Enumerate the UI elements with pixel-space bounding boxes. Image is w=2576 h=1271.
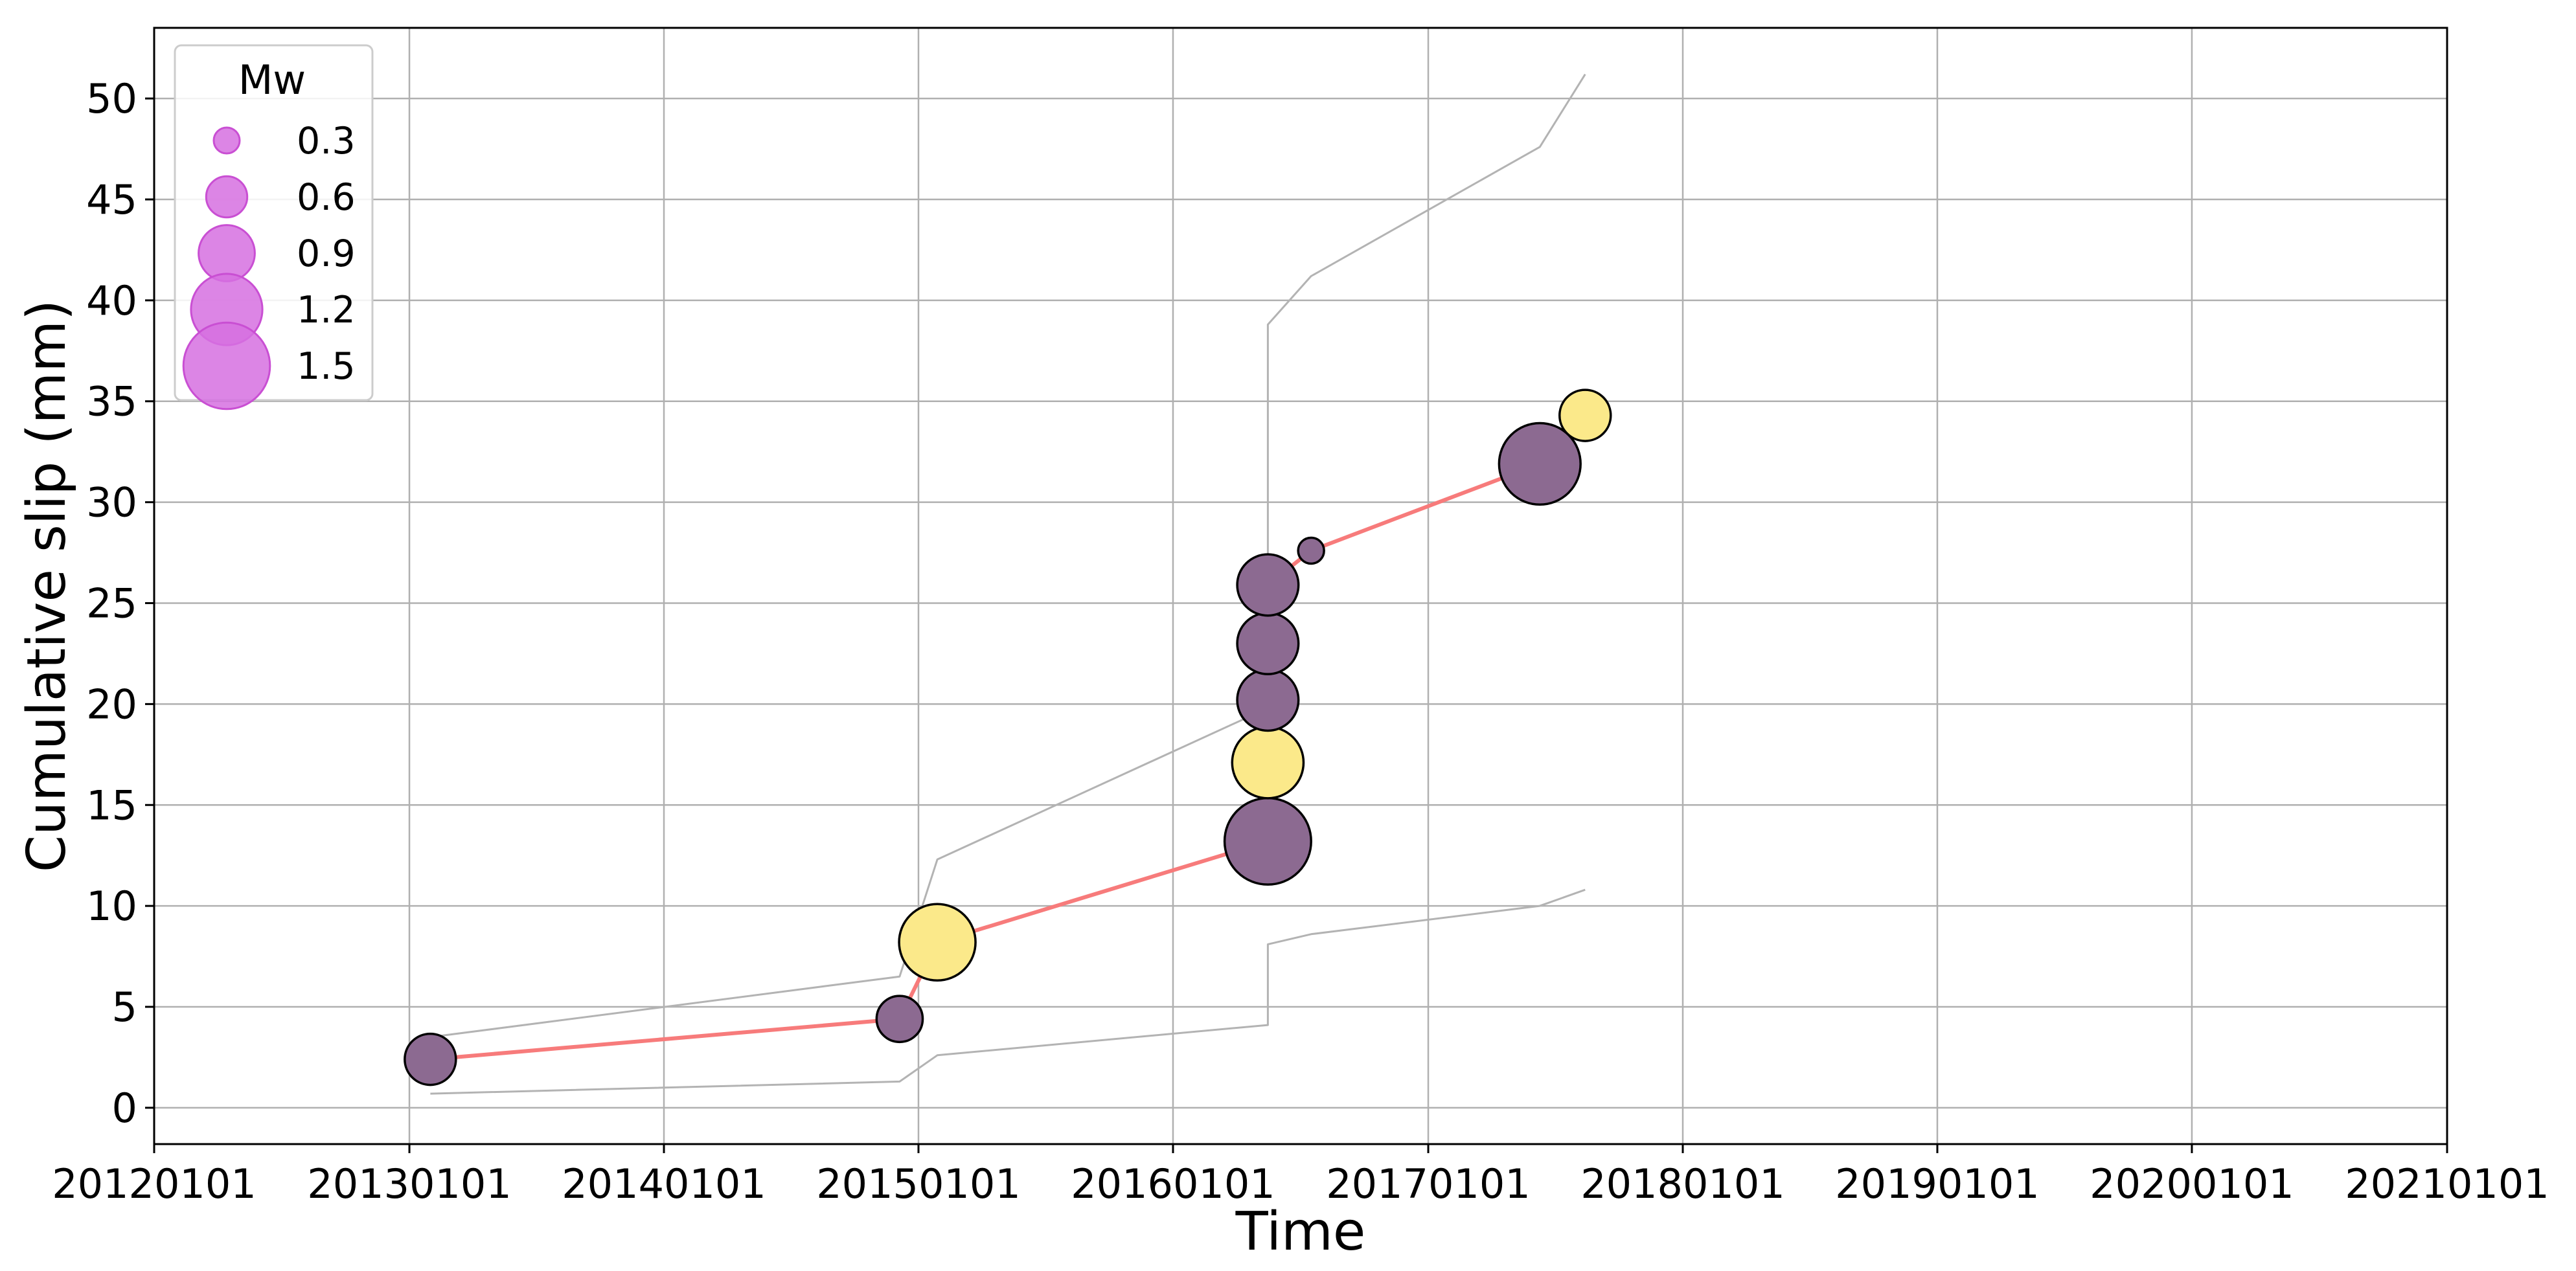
x-tick-label: 20200101 (2090, 1160, 2294, 1208)
y-tick-label: 50 (86, 75, 137, 122)
x-tick-label: 20130101 (307, 1160, 512, 1208)
x-tick-label: 20160101 (1071, 1160, 1275, 1208)
legend-label: 0.3 (297, 120, 356, 163)
x-tick-label: 20150101 (816, 1160, 1021, 1208)
event-marker (1236, 668, 1300, 732)
legend: Mw 0.3 0.6 0.9 1.2 1.5 (174, 44, 374, 411)
event-marker (1297, 536, 1325, 565)
legend-marker (212, 126, 241, 155)
event-marker (898, 903, 977, 982)
event-marker (1231, 725, 1305, 800)
legend-label: 1.2 (297, 289, 356, 332)
event-marker (875, 995, 924, 1044)
x-tick-label: 20180101 (1580, 1160, 1785, 1208)
x-axis: 20120101 20130101 20140101 20150101 20160101… (52, 1144, 2549, 1208)
event-marker (1236, 611, 1300, 675)
y-axis-title: Cumulative slip (mm) (16, 300, 78, 872)
x-tick-label: 20190101 (1835, 1160, 2040, 1208)
y-tick-label: 10 (86, 883, 137, 930)
y-tick-label: 30 (86, 479, 137, 526)
x-tick-label: 20210101 (2345, 1160, 2549, 1208)
lower-bound-line (430, 888, 1586, 1095)
y-tick-label: 45 (86, 176, 137, 223)
y-axis: 0 5 10 15 20 25 30 35 40 45 50 (86, 75, 154, 1132)
y-tick-label: 0 (112, 1085, 137, 1132)
legend-label: 0.6 (297, 176, 356, 219)
y-tick-label: 25 (86, 579, 137, 627)
x-tick-label: 20140101 (562, 1160, 766, 1208)
event-marker (1236, 553, 1300, 617)
legend-marker (198, 224, 256, 282)
event-marker (1223, 796, 1312, 886)
legend-label: 1.5 (297, 345, 356, 388)
x-tick-label: 20120101 (52, 1160, 256, 1208)
x-tick-label: 20170101 (1326, 1160, 1531, 1208)
legend-marker (205, 175, 249, 219)
event-markers (404, 388, 1612, 1086)
y-tick-label: 15 (86, 782, 137, 829)
legend-title: Mw (238, 56, 306, 104)
legend-entries: 0.3 0.6 0.9 1.2 1.5 (182, 120, 356, 411)
legend-marker (182, 321, 271, 411)
y-tick-label: 20 (86, 680, 137, 728)
event-marker (404, 1032, 457, 1086)
y-tick-label: 40 (86, 277, 137, 324)
y-tick-label: 5 (112, 984, 137, 1031)
y-tick-label: 35 (86, 378, 137, 425)
event-marker (1498, 422, 1582, 506)
event-marker (1558, 388, 1612, 442)
plot-frame (153, 27, 2448, 1145)
x-axis-title: Time (1235, 1201, 1366, 1263)
legend-label: 0.9 (297, 232, 356, 275)
